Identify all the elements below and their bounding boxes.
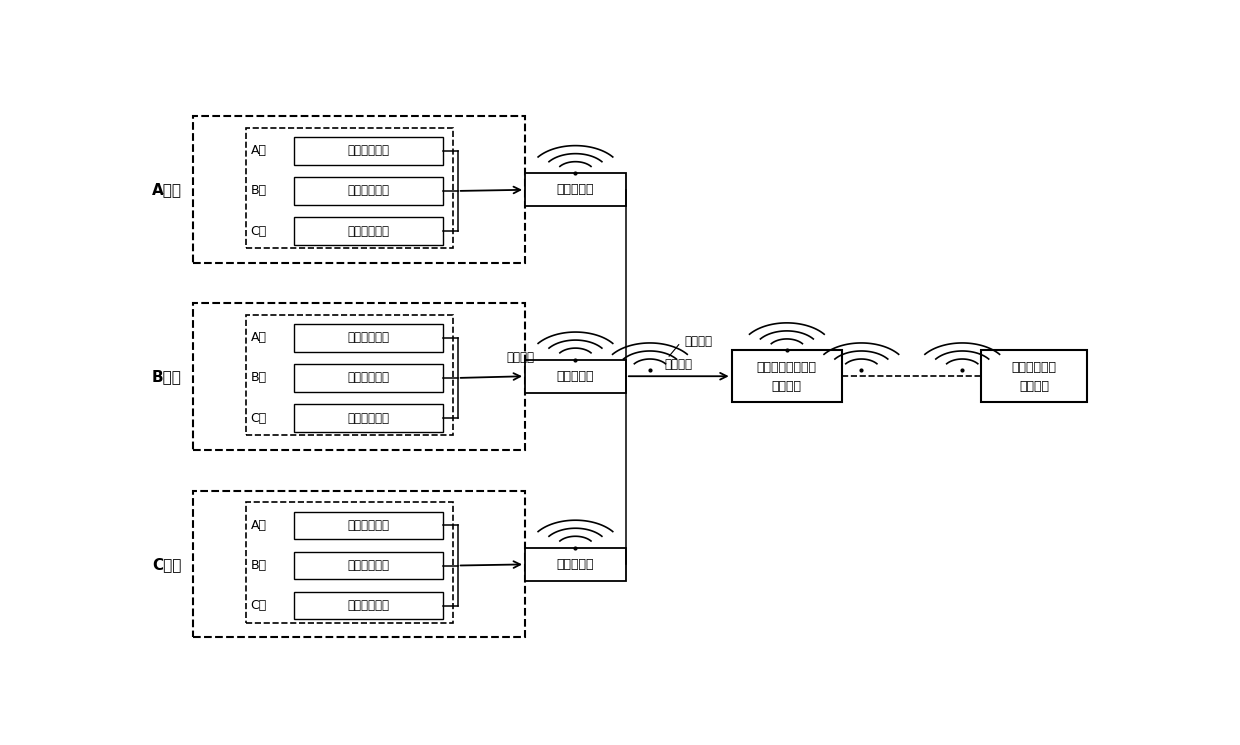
Text: 入户感知光缆: 入户感知光缆 <box>348 145 389 157</box>
Text: C户: C户 <box>250 599 267 612</box>
Bar <box>193 116 525 263</box>
Bar <box>294 405 444 432</box>
Text: 入户感知光缆: 入户感知光缆 <box>348 559 389 572</box>
Bar <box>294 512 444 539</box>
Text: 局域光缆: 局域光缆 <box>506 352 534 364</box>
Bar <box>732 350 842 402</box>
Text: C户: C户 <box>250 224 267 238</box>
Text: A户: A户 <box>250 145 267 157</box>
Text: 无线传输: 无线传输 <box>684 335 712 349</box>
Bar <box>294 592 444 619</box>
Text: 入户感知光缆: 入户感知光缆 <box>348 519 389 532</box>
Text: 户主、衢道、: 户主、衢道、 <box>1012 361 1056 374</box>
Bar <box>247 315 453 435</box>
Text: B户: B户 <box>250 372 267 384</box>
Text: 预警系统: 预警系统 <box>771 380 802 393</box>
Bar <box>193 491 525 637</box>
Text: B户: B户 <box>250 185 267 197</box>
Text: B小区: B小区 <box>151 369 181 384</box>
Bar <box>294 552 444 580</box>
Text: A户: A户 <box>250 519 267 532</box>
Text: 入户感知光缆: 入户感知光缆 <box>348 224 389 238</box>
Text: B户: B户 <box>250 559 267 572</box>
Bar <box>294 137 444 165</box>
Text: A户: A户 <box>250 332 267 344</box>
Text: 入户感知光缆: 入户感知光缆 <box>348 411 389 425</box>
Bar <box>525 548 626 581</box>
Bar <box>193 303 525 450</box>
Text: 预处理系统: 预处理系统 <box>557 558 594 571</box>
Text: 有线传输: 有线传输 <box>665 358 693 371</box>
Text: C小区: C小区 <box>151 557 181 572</box>
Text: C户: C户 <box>250 411 267 425</box>
Text: 入户感知光缆: 入户感知光缆 <box>348 372 389 384</box>
Text: 入户感知光缆: 入户感知光缆 <box>348 332 389 344</box>
Bar <box>525 360 626 393</box>
Bar <box>982 350 1087 402</box>
Text: 入户感知光缆: 入户感知光缆 <box>348 599 389 612</box>
Text: 应急部等: 应急部等 <box>1019 380 1049 393</box>
Bar <box>294 364 444 392</box>
Text: A小区: A小区 <box>151 183 181 197</box>
Text: 预处理系统: 预处理系统 <box>557 370 594 383</box>
Bar <box>294 324 444 352</box>
Bar <box>525 173 626 206</box>
Bar <box>247 502 453 623</box>
Text: 入户感知光缆: 入户感知光缆 <box>348 185 389 197</box>
Bar <box>247 128 453 248</box>
Bar <box>294 218 444 245</box>
Bar <box>294 177 444 205</box>
Text: 预处理系统: 预处理系统 <box>557 183 594 196</box>
Text: 服务器、控制中心: 服务器、控制中心 <box>756 361 817 374</box>
